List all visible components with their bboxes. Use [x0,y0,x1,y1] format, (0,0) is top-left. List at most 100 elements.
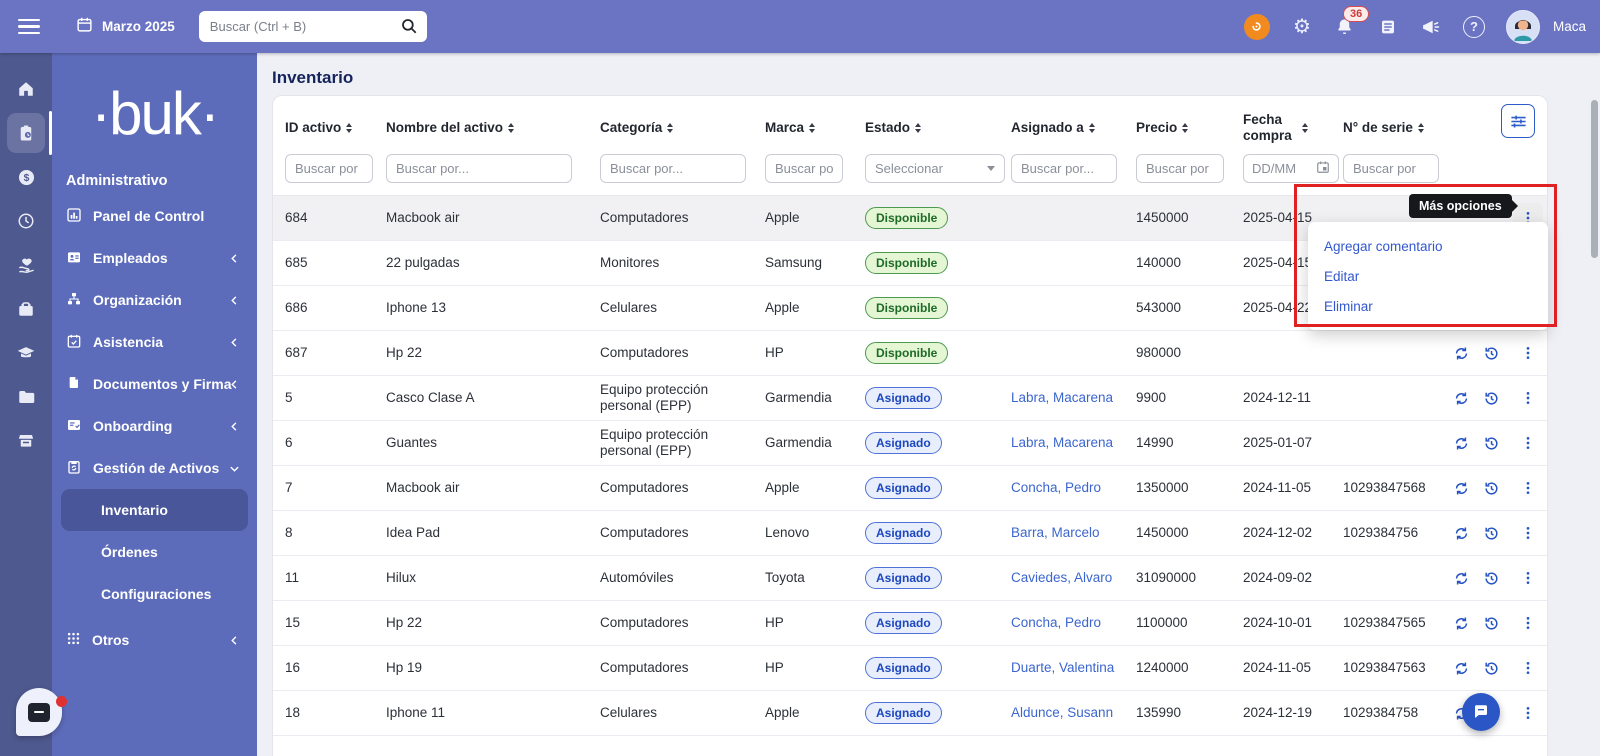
cell-assigned-link[interactable]: Labra, Macarena [1011,389,1114,405]
table-filter-row: Seleccionar DD/MM [273,154,1547,195]
sidebar-subitem-configuraciones[interactable]: Configuraciones [61,573,248,615]
sidebar-item-organizacion[interactable]: Organización [52,279,257,321]
global-search[interactable] [198,11,427,42]
vertical-scrollbar[interactable] [1591,100,1598,258]
column-header-asignado[interactable]: Asignado a [1011,120,1136,136]
history-icon[interactable] [1483,345,1500,362]
history-icon[interactable] [1483,615,1500,632]
sidebar-item-asistencia[interactable]: Asistencia [52,321,257,363]
cell-assigned-link[interactable]: Barra, Marcelo [1011,524,1100,540]
sidebar-item-documentos-y-firma[interactable]: Documentos y Firma [52,363,257,405]
column-header-nombre[interactable]: Nombre del activo [386,120,600,136]
announcements-megaphone-icon[interactable] [1420,16,1442,38]
cell-category: Computadores [600,659,689,675]
cell-assigned-link[interactable]: Concha, Pedro [1011,479,1102,495]
filter-brand-input[interactable] [765,154,843,184]
reassign-icon[interactable] [1453,570,1470,587]
sidebar-subitem-inventario[interactable]: Inventario [61,489,248,531]
cell-status: Asignado [865,387,1011,410]
menu-item-agregar-comentario[interactable]: Agregar comentario [1324,238,1443,254]
rail-training-icon[interactable] [0,331,52,375]
sidebar-subitem-ordenes[interactable]: Órdenes [61,531,248,573]
more-options-button[interactable] [1513,698,1543,728]
filter-id-input[interactable] [285,154,373,184]
search-icon[interactable] [400,17,418,40]
rail-time-icon[interactable] [0,199,52,243]
user-name[interactable]: Maca [1552,19,1586,34]
rail-marketplace-icon[interactable] [0,419,52,463]
sidebar-item-empleados[interactable]: Empleados [52,237,257,279]
search-input[interactable] [198,19,387,34]
reassign-icon[interactable] [1453,390,1470,407]
more-options-button[interactable] [1513,383,1543,413]
column-header-precio[interactable]: Precio [1136,120,1243,136]
sidebar-item-panel-de-control[interactable]: Panel de Control [52,195,257,237]
sidebar-item-otros[interactable]: Otros [52,619,257,661]
menu-item-eliminar[interactable]: Eliminar [1324,298,1373,314]
cell-asset-id: 16 [285,659,301,675]
filter-category-input[interactable] [600,154,746,184]
column-settings-button[interactable] [1501,104,1535,138]
filter-status-select[interactable]: Seleccionar [865,154,1005,184]
cell-category: Computadores [600,344,689,360]
filter-name-input[interactable] [386,154,572,184]
sidebar-subitem-label: Configuraciones [101,586,212,602]
help-icon[interactable]: ? [1462,15,1485,38]
history-icon[interactable] [1483,525,1500,542]
history-icon[interactable] [1483,390,1500,407]
more-options-button[interactable] [1513,473,1543,503]
rail-home-icon[interactable] [0,67,52,111]
column-header-categoria[interactable]: Categoría [600,120,765,136]
column-header-marca[interactable]: Marca [765,120,865,136]
filter-serial-input[interactable] [1343,154,1439,184]
reassign-icon[interactable] [1453,435,1470,452]
column-header-estado[interactable]: Estado [865,120,1011,136]
reassign-icon[interactable] [1453,615,1470,632]
filter-assigned-input[interactable] [1011,154,1117,184]
cell-status: Disponible [865,297,1011,320]
more-options-button[interactable] [1513,653,1543,683]
cell-assigned-link[interactable]: Labra, Macarena [1011,434,1114,450]
cell-assigned-link[interactable]: Aldunce, Susann [1011,704,1114,720]
column-header-serie[interactable]: N° de serie [1343,120,1453,136]
rail-payroll-icon[interactable]: $ [0,155,52,199]
assistant-icon[interactable] [1243,13,1270,40]
history-icon[interactable] [1483,480,1500,497]
more-options-button[interactable] [1513,563,1543,593]
rail-benefits-icon[interactable] [0,287,52,331]
cell-assigned-link[interactable]: Duarte, Valentina [1011,659,1115,675]
cell-assigned-link[interactable]: Concha, Pedro [1011,614,1102,630]
filter-date-input[interactable]: DD/MM [1243,154,1339,184]
menu-item-editar[interactable]: Editar [1324,268,1360,284]
user-avatar[interactable] [1505,9,1540,44]
chat-widget-button[interactable] [16,688,62,736]
reassign-icon[interactable] [1453,525,1470,542]
rail-talent-icon[interactable] [0,243,52,287]
rail-assets-icon[interactable] [0,111,52,155]
support-chat-fab[interactable] [1462,693,1500,731]
history-icon[interactable] [1483,660,1500,677]
reassign-icon[interactable] [1453,480,1470,497]
history-icon[interactable] [1483,570,1500,587]
settings-gear-icon[interactable]: ⚙ [1293,15,1311,38]
sidebar-item-gestion-de-activos[interactable]: Gestión de Activos [52,447,257,489]
filter-price-input[interactable] [1136,154,1224,184]
history-icon[interactable] [1483,435,1500,452]
sidebar-item-onboarding[interactable]: Onboarding [52,405,257,447]
column-header-fecha[interactable]: Fecha compra [1243,112,1343,144]
hamburger-menu-icon[interactable] [18,18,40,35]
reassign-icon[interactable] [1453,660,1470,677]
more-options-button[interactable] [1513,428,1543,458]
period-selector[interactable]: Marzo 2025 [76,16,175,38]
notifications-bell-icon[interactable]: 36 [1334,5,1370,38]
more-options-button[interactable] [1513,518,1543,548]
more-options-button[interactable] [1513,338,1543,368]
chevron-left-icon [229,377,240,393]
rail-documents-icon[interactable] [0,375,52,419]
row-context-menu: Agregar comentario Editar Eliminar [1308,222,1548,330]
more-options-button[interactable] [1513,608,1543,638]
cell-assigned-link[interactable]: Caviedes, Alvaro [1011,569,1113,585]
column-header-id[interactable]: ID activo [285,120,386,136]
news-icon[interactable] [1377,16,1399,38]
reassign-icon[interactable] [1453,345,1470,362]
